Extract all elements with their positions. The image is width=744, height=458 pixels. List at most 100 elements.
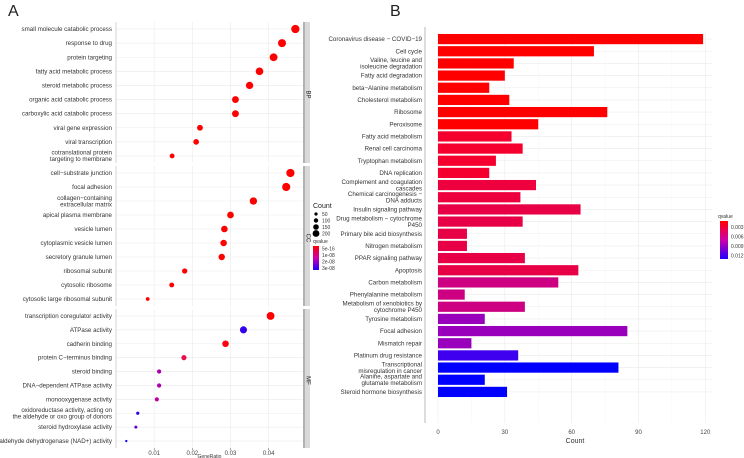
y-tick-label: Platinum drug resistance bbox=[354, 352, 423, 359]
y-tick-label: small molecule catabolic process bbox=[22, 26, 112, 33]
x-tick-label: 0.03 bbox=[225, 451, 237, 457]
data-point bbox=[145, 297, 150, 301]
bar bbox=[438, 277, 559, 288]
data-point bbox=[232, 96, 239, 103]
y-tick-label: Coronavirus disease − COVID−19 bbox=[328, 36, 422, 43]
legend-size-dot bbox=[312, 230, 320, 237]
bar bbox=[438, 46, 594, 57]
facet-strip bbox=[303, 309, 310, 448]
panel-label-b: B bbox=[390, 3, 401, 20]
bar bbox=[438, 82, 490, 93]
data-point bbox=[239, 326, 248, 334]
y-tick-label: Phenylalanine metabolism bbox=[350, 292, 422, 299]
legend-size-label: 50 bbox=[322, 212, 328, 218]
bar bbox=[438, 33, 704, 45]
data-point bbox=[134, 425, 138, 429]
legend-size-title: Count bbox=[313, 203, 332, 210]
y-tick-label: Cell cycle bbox=[396, 48, 423, 55]
y-tick-label: Fatty acid metabolism bbox=[362, 133, 422, 140]
data-point bbox=[282, 182, 291, 192]
y-tick-label: ribosomal subunit bbox=[64, 268, 113, 275]
data-point bbox=[277, 39, 287, 48]
y-tick-label: cytosolic ribosome bbox=[61, 282, 112, 289]
y-tick-label: DNA replication bbox=[379, 170, 422, 177]
y-tick-label: DNA−dependent ATPase activity bbox=[23, 382, 113, 389]
y-tick-label: cytoplasmic vesicle lumen bbox=[40, 240, 112, 247]
bar bbox=[438, 350, 519, 361]
data-point bbox=[193, 139, 199, 145]
legend-size-label: 150 bbox=[322, 225, 331, 231]
bar bbox=[438, 240, 467, 252]
x-tick-label: 0.01 bbox=[148, 451, 160, 457]
y-tick-label: collagen−containing extracellular matrix bbox=[57, 195, 113, 209]
legend-color-label: 5e-16 bbox=[322, 247, 335, 253]
bar bbox=[438, 131, 512, 142]
legend-color-title: qvalue bbox=[718, 214, 733, 220]
y-tick-label: cotranslational protein targeting to memb… bbox=[50, 150, 113, 164]
bar bbox=[438, 155, 496, 166]
y-tick-label: response to drug bbox=[66, 40, 113, 47]
bar bbox=[438, 228, 467, 239]
bar bbox=[438, 338, 472, 349]
y-tick-label: steroid binding bbox=[72, 369, 113, 376]
y-tick-label: Valine, leucine and isoleucine degradatio… bbox=[360, 57, 422, 71]
x-axis-title: GeneRatio bbox=[198, 454, 222, 458]
facet-strip bbox=[303, 166, 310, 306]
data-point bbox=[227, 211, 234, 219]
y-tick-label: Carbon metabolism bbox=[368, 279, 422, 286]
data-point bbox=[197, 124, 203, 131]
y-tick-label: Complement and coagulation cascades bbox=[342, 179, 423, 193]
y-tick-label: monooxygenase activity bbox=[46, 396, 113, 403]
bar bbox=[438, 325, 628, 337]
facet-strip bbox=[303, 22, 310, 163]
facet-strip-label: CC bbox=[305, 234, 311, 243]
bar bbox=[438, 167, 490, 179]
legend-color-label: 0.006 bbox=[731, 235, 744, 241]
data-point bbox=[169, 153, 175, 159]
data-point bbox=[169, 282, 175, 288]
y-tick-label: steroid metabolic process bbox=[42, 82, 112, 89]
y-tick-label: Cholesterol metabolism bbox=[357, 97, 422, 104]
data-point bbox=[269, 53, 278, 62]
data-point bbox=[232, 110, 239, 118]
legend-color-label: 0.009 bbox=[731, 244, 744, 250]
bar bbox=[438, 192, 521, 203]
y-tick-label: Chemical carcinogenesis − DNA adducts bbox=[348, 191, 423, 205]
data-point bbox=[291, 24, 300, 34]
y-tick-label: oxidoreductase activity, acting on the al… bbox=[13, 407, 113, 421]
facet-panel bbox=[116, 309, 303, 448]
data-point bbox=[157, 383, 162, 388]
data-point bbox=[218, 253, 225, 261]
x-axis-title: Count bbox=[566, 438, 585, 445]
y-tick-label: Metabolism of xenobiotics by cytochrome P… bbox=[343, 301, 423, 315]
bar bbox=[438, 204, 581, 215]
y-tick-label: Steroid hormone biosynthesis bbox=[340, 389, 422, 396]
facet-strip-label: BP bbox=[305, 90, 311, 98]
bar bbox=[438, 216, 523, 227]
data-point bbox=[286, 168, 295, 178]
y-tick-label: Drug metabolism − cytochrome P450 bbox=[336, 215, 422, 229]
bar bbox=[438, 362, 619, 373]
x-tick-label: 120 bbox=[700, 430, 711, 436]
data-point bbox=[182, 268, 188, 274]
y-tick-label: Transcriptional misregulation in cancer bbox=[358, 361, 422, 375]
data-point bbox=[154, 397, 159, 402]
y-tick-label: protein targeting bbox=[67, 54, 112, 61]
legend-colorbar bbox=[313, 246, 319, 270]
y-tick-label: Alanine, aspartate and glutamate metaboli… bbox=[360, 374, 422, 388]
y-tick-label: Tryptophan metabolism bbox=[358, 158, 422, 165]
data-point bbox=[136, 411, 140, 415]
legend-color-label: 0.003 bbox=[731, 225, 744, 231]
facet-panel bbox=[116, 22, 303, 163]
y-tick-label: apical plasma membrane bbox=[43, 212, 113, 219]
x-tick-label: 90 bbox=[635, 430, 642, 436]
y-tick-label: viral gene expression bbox=[54, 125, 113, 132]
bar bbox=[438, 58, 514, 69]
data-point bbox=[222, 340, 229, 348]
bar bbox=[438, 106, 608, 118]
x-tick-label: 30 bbox=[501, 430, 508, 436]
y-tick-label: Nitrogen metabolism bbox=[365, 243, 422, 250]
y-tick-label: transcription coregulator activity bbox=[25, 313, 113, 320]
x-tick-label: 60 bbox=[568, 430, 575, 436]
